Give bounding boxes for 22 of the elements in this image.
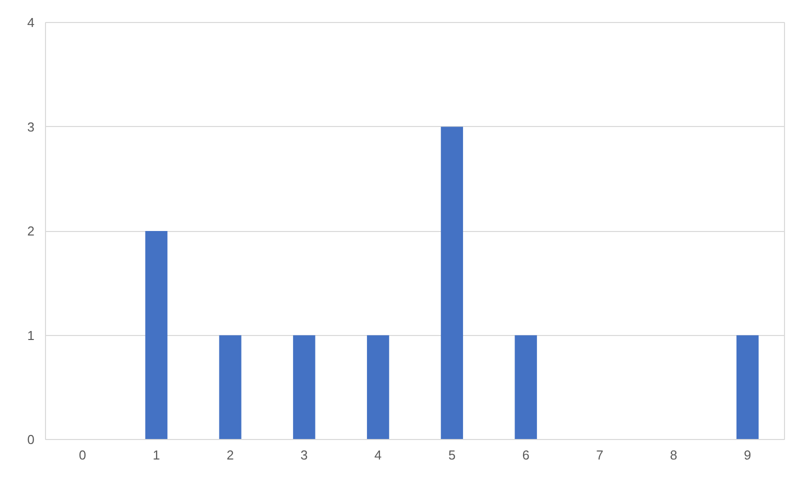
x-tick-label: 4 [374,448,382,462]
x-tick-label: 6 [522,448,530,462]
bar [440,126,464,440]
x-tick-label: 1 [152,448,160,462]
bar [736,335,759,440]
y-tick-label: 3 [27,119,35,134]
bar [366,335,390,440]
x-tick-label: 2 [226,448,234,462]
x-tick-label: 8 [670,448,678,462]
x-tick-label: 5 [448,448,456,462]
x-tick-label: 3 [300,448,308,462]
y-tick-label: 2 [27,224,35,238]
y-tick-label: 4 [27,15,35,30]
x-tick-label: 0 [78,448,86,462]
x-tick-label: 9 [744,448,752,462]
bar [219,335,242,440]
x-tick-label: 7 [596,448,604,462]
bar [293,335,316,440]
y-tick-label: 0 [27,432,35,447]
bar [514,335,537,440]
y-tick-label: 1 [27,328,35,343]
bar [145,231,168,440]
